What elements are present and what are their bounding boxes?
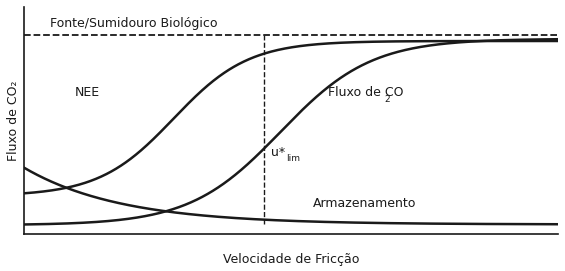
Text: Fluxo de CO: Fluxo de CO (328, 86, 404, 99)
Text: 2: 2 (385, 95, 390, 104)
Text: Armazenamento: Armazenamento (312, 198, 416, 211)
Y-axis label: Fluxo de CO₂: Fluxo de CO₂ (7, 80, 20, 161)
Text: lim: lim (286, 154, 300, 163)
Text: Velocidade de Fricção: Velocidade de Fricção (223, 253, 359, 266)
Text: u*: u* (271, 146, 285, 159)
Text: NEE: NEE (75, 86, 100, 99)
Text: Fonte/Sumidouro Biológico: Fonte/Sumidouro Biológico (50, 17, 217, 30)
